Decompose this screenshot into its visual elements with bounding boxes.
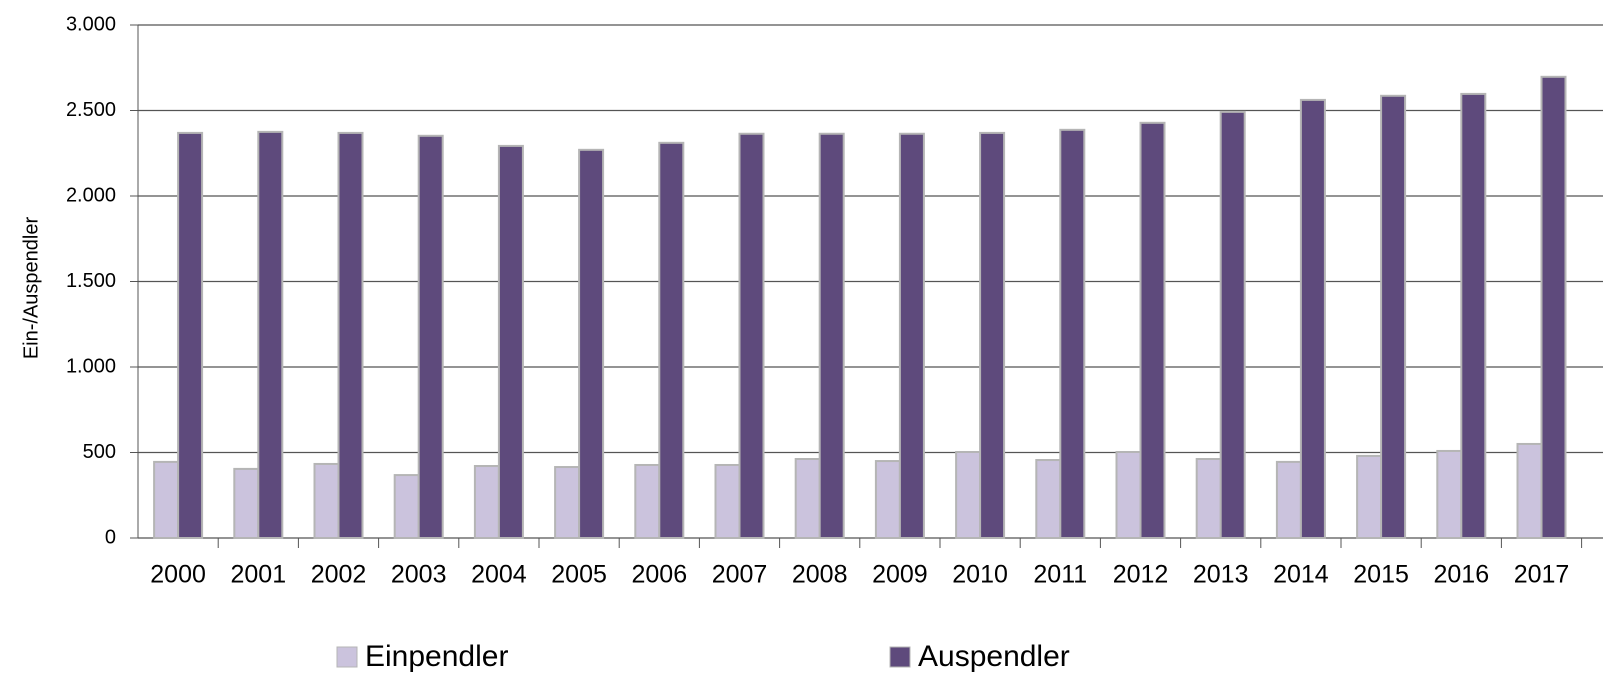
bar	[177, 131, 204, 539]
x-tick-label: 2009	[872, 561, 928, 589]
bar	[1540, 75, 1567, 540]
bar	[634, 463, 661, 539]
bar	[1115, 450, 1142, 539]
y-tick-label: 3.000	[66, 13, 116, 35]
bar	[658, 141, 685, 539]
x-tick-label: 2017	[1514, 561, 1570, 589]
bar	[955, 450, 982, 539]
x-tick-label: 2015	[1353, 561, 1409, 589]
bar	[417, 134, 444, 539]
x-tick-label: 2013	[1193, 561, 1249, 589]
x-tick-label: 2014	[1273, 561, 1329, 589]
bar	[1436, 449, 1463, 539]
y-tick-label: 500	[83, 441, 116, 463]
x-tick-label: 2005	[551, 561, 607, 589]
bar	[313, 462, 340, 539]
y-tick-label: 1.500	[66, 270, 116, 292]
x-tick-label: 2008	[792, 561, 848, 589]
bar	[818, 132, 845, 539]
legend-label: Auspendler	[918, 640, 1070, 673]
bar	[1275, 460, 1302, 539]
x-tick-label: 2016	[1433, 561, 1489, 589]
x-tick-label: 2012	[1113, 561, 1169, 589]
bar	[1035, 459, 1062, 539]
y-axis-label: Ein-/Auspendler	[20, 217, 42, 360]
x-tick-label: 2003	[391, 561, 447, 589]
x-tick-label: 2002	[311, 561, 367, 589]
legend-swatch	[889, 646, 911, 668]
bar	[1516, 442, 1543, 540]
bar	[1356, 454, 1383, 540]
bar	[1219, 110, 1246, 539]
bar	[1139, 121, 1166, 539]
x-tick-label: 2010	[952, 561, 1008, 589]
bar	[393, 474, 420, 539]
x-tick-label: 2007	[712, 561, 768, 589]
bar	[794, 457, 821, 539]
y-tick-label: 2.500	[66, 99, 116, 121]
bar	[1380, 94, 1407, 539]
bar	[153, 460, 180, 539]
bar	[979, 131, 1006, 539]
legend-label: Einpendler	[365, 640, 508, 673]
bar	[554, 466, 581, 539]
bar	[497, 144, 524, 539]
bar	[898, 132, 925, 539]
x-tick-label: 2001	[230, 561, 286, 589]
bar	[714, 463, 741, 539]
bar	[874, 460, 901, 539]
bar	[1195, 457, 1222, 539]
legend-swatch	[336, 646, 358, 668]
x-tick-label: 2000	[150, 561, 206, 589]
bar	[578, 148, 605, 540]
y-tick-label: 0	[105, 526, 116, 548]
x-tick-label: 2004	[471, 561, 527, 589]
bar	[473, 465, 500, 539]
bar	[1059, 128, 1086, 539]
bar	[738, 132, 765, 539]
y-tick-label: 2.000	[66, 184, 116, 206]
y-tick-label: 1.000	[66, 355, 116, 377]
x-tick-label: 2011	[1033, 561, 1087, 589]
bar	[1460, 92, 1487, 540]
bar	[1299, 98, 1326, 539]
bar	[257, 130, 284, 539]
bar	[233, 467, 260, 539]
bar	[337, 131, 364, 539]
x-tick-label: 2006	[631, 561, 687, 589]
